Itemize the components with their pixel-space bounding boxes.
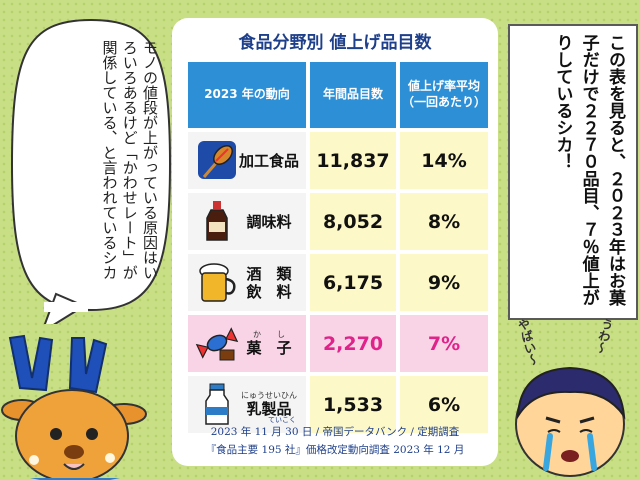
table-row-highlighted: か し 菓 子 2,270 7% [188, 315, 488, 372]
category-label: 調味料 [246, 213, 292, 231]
soy-sauce-bottle-icon [206, 201, 228, 241]
header-average-rate: 値上げ率平均 （一回あたり） [400, 62, 488, 128]
category-cell: 酒 類 飲 料 [188, 254, 306, 311]
table-row: 酒 類 飲 料 6,175 9% [188, 254, 488, 311]
rate-value: 6% [427, 393, 461, 416]
deer-character [1, 334, 147, 480]
price-increase-table-card: 食品分野別 値上げ品目数 2023 年の動向 年間品目数 値上げ率平均 （一回あ… [172, 18, 498, 466]
category-label: か し 菓 子 [246, 329, 292, 358]
category-label: 加工食品 [238, 152, 299, 170]
table-row: にゅうせいひん 乳製品 1,533 6% [188, 376, 488, 433]
beer-mug-icon [199, 263, 236, 302]
corndog-icon [198, 141, 236, 179]
table-row: 加工食品 11,837 14% [188, 132, 488, 189]
category-cell: 加工食品 [188, 132, 306, 189]
crying-boy-character [515, 366, 626, 477]
category-cell: か し 菓 子 [188, 315, 306, 372]
left-bubble-text: モノの値段が上がっている原因はいろいろあるけど「かわせレート」が関係している、と… [100, 40, 160, 280]
category-label: 酒 類 飲 料 [246, 264, 292, 301]
annual-count-value: 2,270 [322, 332, 384, 355]
source-line-1: 2023 年 11 月 30 日 / 帝国データバンク / 定期調査 [210, 426, 460, 438]
right-commentary-text: この表を見ると、２０２３年はお菓子だけで２２７０品目、７％値上がりしているシカ！ [552, 34, 625, 306]
source-ruby: ていこく [268, 416, 296, 424]
table-row: 調味料 8,052 8% [188, 193, 488, 250]
left-speech-bubble [10, 18, 172, 324]
annual-count-value: 6,175 [322, 271, 384, 294]
table-title: 食品分野別 値上げ品目数 [238, 33, 432, 53]
rate-value: 14% [421, 149, 467, 172]
source-line-2: 『食品主要 195 社』価格改定動向調査 2023 年 12 月 [205, 444, 465, 456]
rate-value: 7% [427, 332, 461, 355]
rate-value: 9% [427, 271, 461, 294]
category-cell: 調味料 [188, 193, 306, 250]
right-commentary-box: この表を見ると、２０２３年はお菓子だけで２２７０品目、７％値上がりしているシカ！ [508, 24, 638, 320]
milk-bottle-icon [205, 383, 229, 425]
header-annual-items: 年間品目数 [310, 62, 396, 128]
annual-count-value: 8,052 [322, 210, 384, 233]
candy-icon [195, 327, 239, 361]
annual-count-value: 11,837 [316, 149, 390, 172]
category-cell: にゅうせいひん 乳製品 [188, 376, 306, 433]
category-label: にゅうせいひん 乳製品 [241, 390, 297, 419]
annual-count-value: 1,533 [322, 393, 384, 416]
header-trend-2023: 2023 年の動向 [188, 62, 306, 128]
rate-value: 8% [427, 210, 461, 233]
